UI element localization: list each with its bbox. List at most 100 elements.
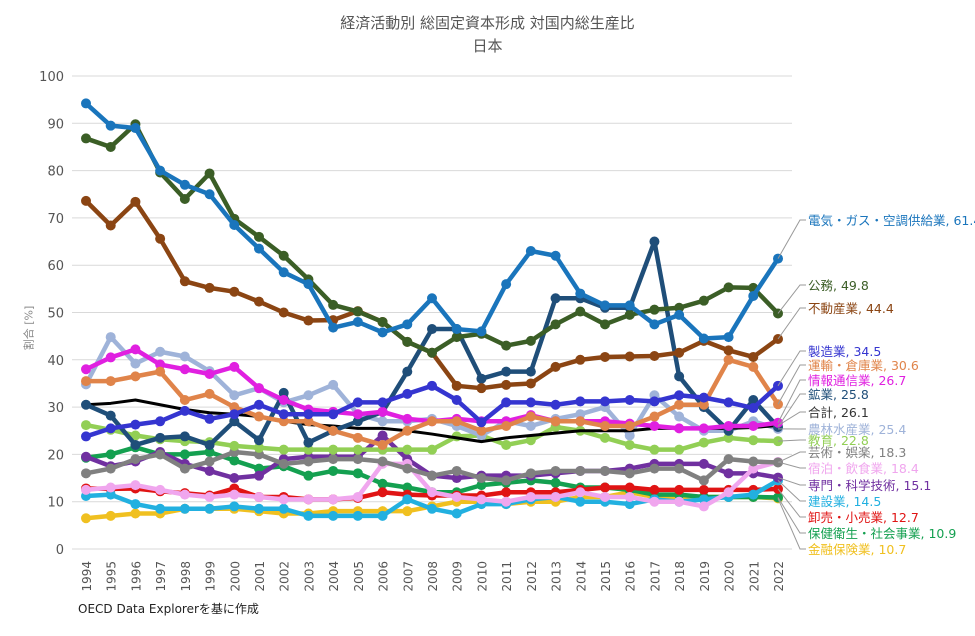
data-point: [130, 196, 141, 207]
y-tick-label: 0: [56, 543, 64, 558]
data-point: [105, 482, 116, 493]
series-label: 宿泊・飲食業, 18.4: [808, 461, 919, 476]
data-point: [723, 282, 734, 293]
data-point: [155, 165, 166, 176]
data-point: [402, 388, 413, 399]
data-point: [81, 98, 91, 109]
data-point: [624, 421, 635, 432]
data-point: [451, 395, 462, 406]
label-connector: [777, 307, 806, 340]
data-point: [204, 491, 215, 502]
label-connector: [777, 284, 806, 314]
data-point: [575, 496, 586, 507]
series-label: 教育, 22.8: [808, 433, 869, 448]
data-point: [748, 489, 759, 500]
data-point: [328, 465, 339, 476]
x-tick-label: 2005: [352, 561, 366, 592]
data-point: [476, 425, 487, 436]
data-point: [402, 336, 413, 347]
data-point: [723, 397, 734, 408]
data-point: [600, 491, 610, 502]
label-connector: [777, 364, 806, 405]
data-point: [575, 306, 586, 317]
data-point: [155, 359, 166, 370]
data-point: [105, 332, 116, 343]
data-point: [204, 413, 215, 424]
data-point: [698, 501, 709, 512]
data-point: [525, 397, 536, 408]
data-point: [352, 510, 363, 521]
series-label: 芸術・娯楽, 18.3: [808, 445, 906, 460]
data-point: [600, 432, 610, 443]
data-point: [229, 286, 240, 297]
data-point: [303, 456, 314, 467]
data-point: [674, 390, 685, 401]
x-tick-label: 1995: [105, 561, 119, 592]
data-point: [427, 444, 437, 455]
data-point: [229, 501, 240, 512]
data-point: [723, 345, 734, 356]
data-point: [451, 324, 462, 335]
y-tick-label: 50: [47, 307, 64, 322]
data-point: [501, 487, 512, 498]
data-point: [723, 354, 734, 365]
data-point: [748, 421, 759, 432]
data-point: [600, 396, 610, 407]
x-tick-label: 1996: [129, 561, 143, 592]
data-point: [698, 494, 709, 505]
data-point: [377, 430, 388, 441]
data-point: [649, 496, 660, 507]
data-point: [254, 399, 264, 410]
data-point: [352, 444, 363, 455]
label-connector: [777, 451, 806, 463]
data-point: [427, 416, 437, 427]
data-point: [698, 437, 709, 448]
data-point: [328, 510, 339, 521]
data-point: [229, 455, 240, 466]
data-point: [674, 423, 685, 434]
data-point: [550, 416, 561, 427]
data-point: [303, 315, 314, 326]
label-connector: [777, 477, 806, 486]
x-tick-label: 2000: [228, 561, 242, 592]
data-point: [748, 351, 759, 362]
data-point: [451, 465, 462, 476]
data-point: [229, 219, 240, 230]
data-point: [352, 316, 363, 327]
data-point: [748, 361, 759, 372]
x-tick-label: 2017: [648, 561, 662, 592]
data-point: [402, 319, 413, 330]
data-point: [278, 458, 289, 469]
data-point: [328, 444, 339, 455]
data-point: [377, 316, 388, 327]
data-point: [624, 499, 635, 510]
label-connector: [777, 480, 806, 502]
data-point: [624, 309, 635, 320]
data-point: [698, 333, 709, 344]
label-connector: [777, 439, 806, 442]
data-point: [105, 376, 116, 387]
series-label: 金融保険業, 10.7: [808, 542, 906, 557]
data-point: [427, 347, 437, 358]
data-point: [624, 468, 635, 479]
chart-subtitle: 日本: [472, 37, 503, 55]
data-point: [303, 390, 314, 401]
x-tick-label: 2022: [772, 561, 786, 592]
y-tick-label: 40: [47, 354, 64, 369]
data-point: [303, 444, 314, 455]
data-point: [204, 503, 215, 514]
data-point: [229, 402, 240, 413]
data-point: [81, 195, 91, 206]
data-point: [204, 368, 215, 379]
data-point: [575, 354, 586, 365]
x-tick-label: 2020: [723, 561, 737, 592]
data-point: [130, 344, 141, 355]
data-point: [130, 480, 141, 491]
x-tick-label: 1997: [154, 561, 168, 592]
label-connector: [777, 497, 806, 534]
x-tick-label: 2015: [599, 561, 613, 592]
data-point: [501, 379, 512, 390]
y-tick-label: 20: [47, 448, 64, 463]
data-point: [303, 416, 314, 427]
data-point: [254, 435, 264, 446]
